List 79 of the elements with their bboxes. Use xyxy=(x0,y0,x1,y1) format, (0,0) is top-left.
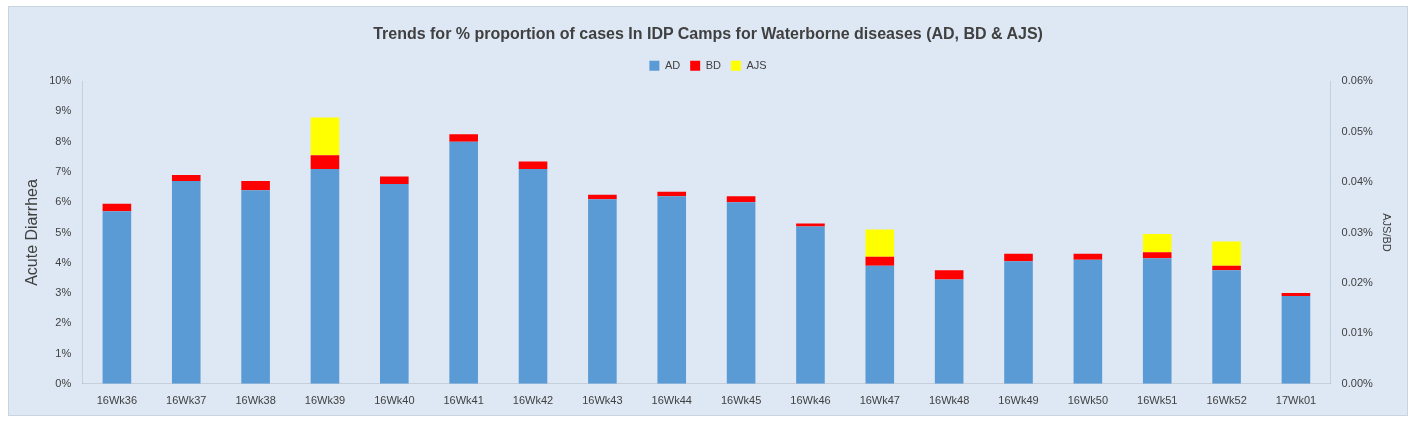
y2-tick-label: 0.04% xyxy=(1341,175,1374,188)
x-tick-label: 16Wk42 xyxy=(512,394,554,407)
bar xyxy=(1142,258,1172,384)
x-tick-label: 16Wk47 xyxy=(859,394,900,407)
bar xyxy=(102,203,132,212)
x-tick-label: 16Wk51 xyxy=(1137,394,1178,407)
y2-tick-label: 0.05% xyxy=(1341,124,1374,137)
y-tick-label: 9% xyxy=(55,104,72,117)
bar xyxy=(449,134,478,142)
bar xyxy=(796,223,825,227)
y-tick-label: 0% xyxy=(55,376,72,389)
y-tick-label: 8% xyxy=(55,134,72,147)
bar xyxy=(518,161,548,169)
bar xyxy=(588,199,617,384)
bar xyxy=(934,279,964,384)
bar xyxy=(934,270,964,280)
bar xyxy=(449,141,478,384)
bar xyxy=(1004,261,1033,384)
y-tick-label: 3% xyxy=(55,286,72,299)
bar xyxy=(865,265,895,384)
y2-tick-label: 0.06% xyxy=(1341,74,1374,87)
x-tick-label: 16Wk50 xyxy=(1067,394,1109,407)
bar xyxy=(380,184,409,384)
bar xyxy=(310,117,340,156)
bar xyxy=(1142,252,1172,259)
x-tick-label: 17Wk01 xyxy=(1275,394,1317,407)
y2-tick-label: 0.02% xyxy=(1341,275,1374,288)
bar xyxy=(171,181,201,384)
bar xyxy=(241,190,270,384)
y-tick-label: 6% xyxy=(55,195,72,208)
bar xyxy=(518,168,548,384)
bar xyxy=(241,181,270,191)
y-tick-label: 7% xyxy=(55,165,72,178)
x-tick-label: 16Wk49 xyxy=(998,394,1039,407)
bar xyxy=(102,211,132,384)
bar xyxy=(171,175,201,182)
y2-axis-title: AJS/BD xyxy=(1381,213,1394,252)
bar xyxy=(1281,293,1311,297)
x-tick-label: 16Wk46 xyxy=(790,394,831,407)
bar xyxy=(726,196,756,203)
y-tick-label: 1% xyxy=(55,346,72,359)
x-tick-label: 16Wk40 xyxy=(374,394,415,407)
y-tick-label: 2% xyxy=(55,316,72,329)
x-tick-label: 16Wk52 xyxy=(1206,394,1247,407)
y-tick-label: 5% xyxy=(55,225,72,238)
y2-tick-label: 0.03% xyxy=(1341,225,1374,238)
bar xyxy=(865,229,895,257)
y2-tick-label: 0.01% xyxy=(1341,326,1374,339)
bar xyxy=(310,155,340,169)
bar xyxy=(310,168,340,384)
legend-label: AJS xyxy=(746,58,767,71)
legend-label: BD xyxy=(705,58,721,71)
bar xyxy=(796,226,825,384)
bar xyxy=(1073,253,1103,260)
x-tick-label: 16Wk48 xyxy=(928,394,970,407)
x-tick-label: 16Wk39 xyxy=(304,394,346,407)
bar xyxy=(657,196,687,384)
chart-title: Trends for % proportion of cases In IDP Camps for Waterborne diseases (AD, BD & AJS) xyxy=(373,25,1043,43)
bar xyxy=(1073,259,1103,384)
x-tick-label: 16Wk43 xyxy=(582,394,623,407)
bar xyxy=(1212,241,1241,266)
bar xyxy=(380,176,409,185)
bar xyxy=(726,202,756,384)
y2-tick-label: 0.00% xyxy=(1341,376,1374,389)
x-tick-label: 16Wk38 xyxy=(235,394,276,407)
y-axis-title: Acute Diarrhea xyxy=(23,179,41,286)
x-tick-label: 16Wk41 xyxy=(443,394,484,407)
y-tick-label: 10% xyxy=(49,74,72,87)
bar xyxy=(865,256,895,266)
x-tick-label: 16Wk44 xyxy=(651,394,692,407)
y-tick-label: 4% xyxy=(55,255,72,268)
bar xyxy=(1142,234,1172,253)
x-tick-label: 16Wk45 xyxy=(720,394,762,407)
x-tick-label: 16Wk37 xyxy=(166,394,207,407)
bar xyxy=(1004,253,1033,262)
bar xyxy=(1212,270,1241,384)
x-tick-label: 16Wk36 xyxy=(96,394,138,407)
bar xyxy=(1281,296,1311,384)
legend-label: AD xyxy=(664,58,681,71)
